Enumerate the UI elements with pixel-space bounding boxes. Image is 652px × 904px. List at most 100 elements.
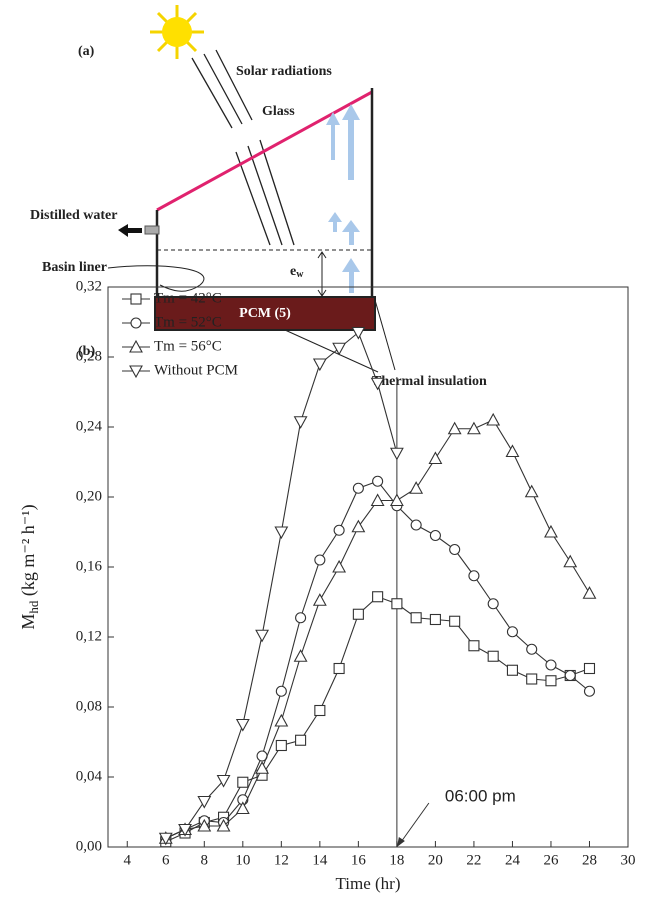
label: Glass (262, 104, 295, 119)
y-tick-label: 0,16 (76, 558, 103, 574)
marker (178, 823, 192, 837)
series-line (165, 480, 590, 839)
marker (486, 412, 501, 426)
label: ew (290, 264, 304, 280)
marker (129, 365, 143, 379)
marker (583, 685, 596, 697)
marker (524, 484, 539, 498)
marker (582, 586, 597, 599)
marker (332, 342, 347, 356)
y-axis-label-part: (kg m⁻² h⁻¹) (18, 504, 39, 600)
marker (468, 640, 480, 652)
marker (295, 612, 307, 624)
marker (255, 761, 270, 774)
y-tick-label: 0,32 (76, 278, 102, 294)
marker (564, 669, 576, 682)
label: Solar radiations (236, 64, 332, 79)
marker (563, 554, 578, 568)
insulation-pointer (374, 299, 396, 371)
radiation-arrows (191, 49, 295, 246)
marker (410, 612, 422, 624)
x-tick-label: 8 (201, 852, 209, 868)
marker (429, 613, 441, 626)
marker (487, 650, 499, 662)
marker (216, 774, 231, 788)
outlet-arrow (118, 224, 142, 237)
x-tick-label: 12 (274, 852, 289, 868)
y-tick-label: 0,04 (76, 768, 103, 784)
marker (545, 675, 557, 687)
marker (506, 626, 518, 638)
marker (544, 524, 558, 538)
marker (312, 593, 327, 606)
series-line (165, 596, 590, 843)
legend-label: Tm = 42°C (154, 290, 222, 306)
marker (274, 713, 289, 727)
marker (235, 718, 250, 732)
marker (197, 818, 212, 832)
marker (449, 615, 461, 627)
marker (389, 493, 404, 507)
y-tick-label: 0,28 (76, 348, 102, 364)
marker (158, 832, 173, 846)
marker (372, 591, 384, 603)
glass-cover (156, 90, 373, 212)
legend-label: Tm = 52°C (154, 314, 222, 330)
y-axis-label-part: M (18, 614, 38, 630)
marker (274, 526, 289, 540)
marker (526, 643, 538, 655)
marker (130, 293, 142, 305)
x-tick-label: 24 (505, 852, 521, 868)
x-tick-label: 26 (543, 852, 559, 868)
marker (333, 524, 345, 536)
marker (293, 416, 308, 429)
marker (351, 519, 366, 533)
marker (351, 326, 366, 340)
marker (449, 543, 461, 556)
sun (150, 5, 204, 59)
marker (352, 608, 364, 620)
panel-label: (b) (78, 344, 95, 359)
marker (370, 377, 385, 391)
marker (255, 629, 270, 643)
marker (370, 493, 385, 507)
marker (295, 734, 307, 746)
liner-pointer (107, 265, 205, 292)
marker (389, 447, 404, 461)
marker (293, 649, 308, 662)
marker (583, 662, 596, 675)
x-tick-label: 22 (466, 852, 481, 868)
x-tick-label: 16 (351, 852, 367, 868)
marker (332, 559, 347, 573)
marker (429, 529, 441, 542)
y-tick-label: 0,08 (76, 698, 102, 714)
panel-label: (a) (78, 44, 95, 59)
marker (314, 554, 326, 566)
depth-arrow (317, 251, 327, 297)
marker (130, 317, 142, 329)
y-tick-label: 0,12 (76, 628, 102, 644)
marker (312, 358, 327, 372)
outlet (144, 225, 160, 235)
marker (237, 776, 249, 788)
vapour-arrows (326, 104, 360, 293)
legend-label: Without PCM (154, 362, 238, 378)
marker (275, 739, 287, 752)
marker (487, 598, 499, 610)
x-tick-label: 30 (621, 852, 636, 868)
marker (235, 801, 250, 815)
x-tick-label: 6 (162, 852, 170, 868)
y-axis-label-part: hd (26, 600, 41, 614)
annotation-arrow (398, 802, 430, 846)
label: Distilled water (30, 208, 117, 223)
series-line (165, 331, 398, 839)
marker (391, 598, 403, 610)
x-tick-label: 28 (582, 852, 597, 868)
y-tick-label: 0,24 (76, 418, 103, 434)
marker (333, 662, 345, 675)
chart: 0,00 0,04 0,08 0,12 0,16 0,20 0,24 0,28 0,32 4 6 8 1… (18, 278, 635, 892)
y-tick-label: 0,20 (76, 488, 102, 504)
label: PCM (5) (239, 306, 291, 321)
label: Thermal insulation (372, 374, 487, 389)
y-axis-label: Mhd (kg m⁻² h⁻¹) (18, 504, 41, 629)
